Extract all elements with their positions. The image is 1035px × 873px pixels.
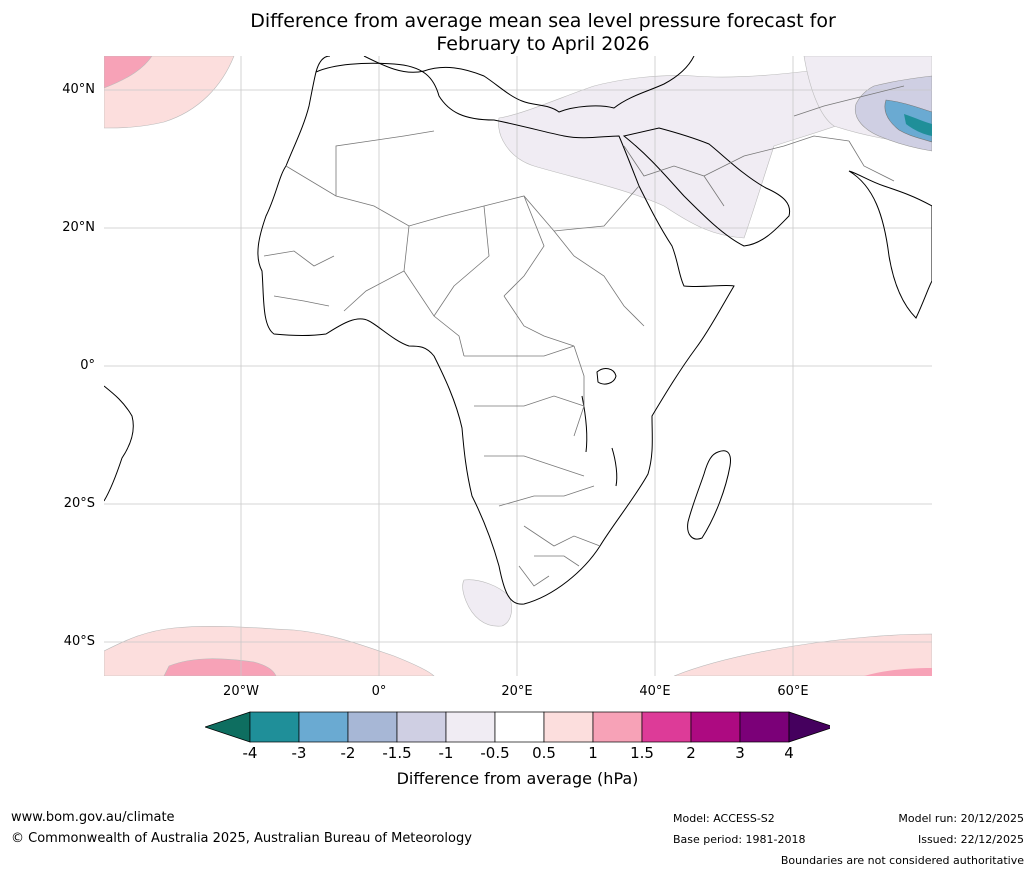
chart-title: Difference from average mean sea level p…	[0, 10, 1035, 56]
colorbar-segment	[543, 711, 594, 743]
footer-copyright: © Commonwealth of Australia 2025, Austra…	[11, 831, 472, 846]
lake-tanganyika	[581, 395, 588, 453]
footer-website[interactable]: www.bom.gov.au/climate	[11, 810, 175, 825]
southern-ocean-core-west	[163, 658, 277, 676]
lon-label-20e: 20°E	[501, 684, 533, 699]
colorbar-segment	[445, 711, 496, 743]
lat-label-eq: 0°	[80, 358, 95, 373]
middle-east-anomaly	[498, 63, 865, 239]
title-line-1: Difference from average mean sea level p…	[250, 10, 836, 32]
arabia-coast	[622, 127, 791, 247]
colorbar-segment	[249, 711, 300, 743]
anomaly-field	[104, 56, 932, 676]
colorbar-segment	[739, 711, 790, 743]
colorbar-tick-label: 3	[735, 744, 745, 762]
gridlines	[104, 56, 932, 676]
colorbar-tick-label: 0.5	[532, 744, 556, 762]
lon-label-0: 0°	[371, 684, 387, 699]
colorbar-tick-label: -3	[291, 744, 307, 762]
footer-disclaimer: Boundaries are not considered authoritat…	[780, 854, 1024, 867]
colorbar-segment	[494, 711, 545, 743]
colorbar-segment	[592, 711, 643, 743]
colorbar-segment	[396, 711, 447, 743]
southern-ocean-anomaly-east	[673, 633, 932, 676]
lon-label-40e: 40°E	[639, 684, 671, 699]
lake-malawi	[611, 447, 618, 487]
colorbar-tick-label: 4	[784, 744, 794, 762]
colorbar-tick-label: -0.5	[480, 744, 510, 762]
colorbar-segment	[690, 711, 741, 743]
coastlines	[104, 56, 932, 605]
footer-model: Model: ACCESS-S2	[673, 812, 775, 825]
colorbar	[205, 711, 830, 743]
footer-base-period: Base period: 1981-2018	[673, 833, 806, 846]
colorbar-tick-label: -1	[438, 744, 454, 762]
south-africa-patch	[462, 579, 512, 627]
colorbar-tick-label: -2	[340, 744, 356, 762]
lat-label-20n: 20°N	[62, 220, 95, 235]
country-borders	[263, 85, 905, 587]
north-atlantic-anomaly	[104, 56, 235, 129]
africa-coast	[257, 62, 735, 605]
colorbar-tick-label: 1	[588, 744, 598, 762]
colorbar-tick-label: 2	[686, 744, 696, 762]
map-panel	[104, 56, 932, 676]
footer-model-run: Model run: 20/12/2025	[898, 812, 1024, 825]
lake-victoria	[596, 368, 617, 385]
lat-label-20s: 20°S	[63, 496, 95, 511]
lat-label-40s: 40°S	[63, 634, 95, 649]
colorbar-title: Difference from average (hPa)	[396, 769, 639, 788]
lat-label-40n: 40°N	[62, 82, 95, 97]
colorbar-tick-label: -1.5	[382, 744, 412, 762]
title-line-2: February to April 2026	[436, 33, 650, 55]
south-america-coast	[104, 385, 134, 502]
lon-label-20w: 20°W	[223, 684, 259, 699]
footer-issued: Issued: 22/12/2025	[917, 833, 1024, 846]
colorbar-tick-label: 1.5	[630, 744, 654, 762]
india-coast	[848, 170, 932, 319]
colorbar-segment	[641, 711, 692, 743]
colorbar-tick-label: -4	[242, 744, 258, 762]
colorbar-segment	[347, 711, 398, 743]
himalaya-core-deep	[904, 114, 932, 136]
madagascar-coast	[687, 450, 731, 540]
colorbar-extend-high	[788, 711, 830, 743]
colorbar-segment	[298, 711, 349, 743]
southern-ocean-core-east	[864, 668, 932, 676]
europe-coast	[315, 56, 695, 113]
colorbar-extend-low	[205, 711, 251, 743]
north-atlantic-core	[104, 56, 153, 89]
lon-label-60e: 60°E	[777, 684, 809, 699]
